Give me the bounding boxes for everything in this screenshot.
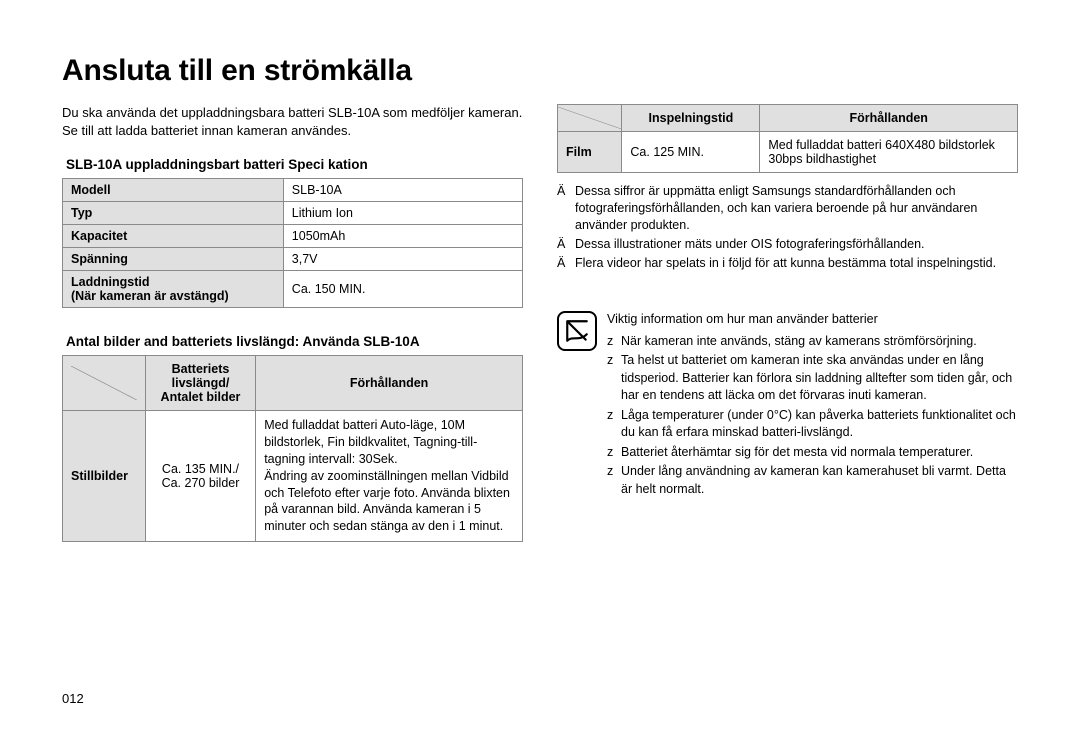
note-icon <box>557 311 597 351</box>
spec-label: Laddningstid (När kameran är avstängd) <box>63 271 284 308</box>
col-header: Inspelningstid <box>622 105 760 132</box>
table-header-row: Batteriets livslängd/ Antalet bilder För… <box>63 356 523 411</box>
footnote-list: Dessa siffror är uppmätta enligt Samsung… <box>557 183 1018 271</box>
two-column-layout: Du ska använda det uppladdningsbara batt… <box>62 104 1018 542</box>
battery-spec-table: Modell SLB-10A Typ Lithium Ion Kapacitet… <box>62 178 523 308</box>
table-row: Laddningstid (När kameran är avstängd) C… <box>63 271 523 308</box>
col-header: Batteriets livslängd/ Antalet bilder <box>145 356 255 411</box>
table-row: Film Ca. 125 MIN. Med fulladdat batteri … <box>558 132 1018 173</box>
battery-life-value: Ca. 135 MIN./ Ca. 270 bilder <box>145 411 255 542</box>
info-bullet: Ta helst ut batteriet om kameran inte sk… <box>607 352 1018 405</box>
info-note-text: Viktig information om hur man använder b… <box>607 311 1018 500</box>
info-bullet: Under lång användning av kameran kan kam… <box>607 463 1018 498</box>
diagonal-header-cell <box>558 105 622 132</box>
info-bullet: När kameran inte används, stäng av kamer… <box>607 333 1018 351</box>
conditions-cell: Med fulladdat batteri 640X480 bildstorle… <box>760 132 1018 173</box>
left-column: Du ska använda det uppladdningsbara batt… <box>62 104 523 542</box>
table-row: Typ Lithium Ion <box>63 202 523 225</box>
spec-value: Ca. 150 MIN. <box>283 271 522 308</box>
info-bullet-list: När kameran inte används, stäng av kamer… <box>607 333 1018 499</box>
col-header: Förhållanden <box>256 356 523 411</box>
spec-heading: SLB-10A uppladdningsbart batteri Speci k… <box>62 157 523 172</box>
table-row: Modell SLB-10A <box>63 179 523 202</box>
life-heading: Antal bilder and batteriets livslängd: A… <box>62 334 523 349</box>
conditions-cell: Med fulladdat batteri Auto-läge, 10M bil… <box>256 411 523 542</box>
spec-label: Modell <box>63 179 284 202</box>
page-number: 012 <box>62 691 84 706</box>
spec-label: Typ <box>63 202 284 225</box>
row-header: Stillbilder <box>63 411 146 542</box>
spec-value: Lithium Ion <box>283 202 522 225</box>
info-bullet: Batteriet återhämtar sig för det mesta v… <box>607 444 1018 462</box>
right-column: Inspelningstid Förhållanden Film Ca. 125… <box>557 104 1018 542</box>
diagonal-header-cell <box>63 356 146 411</box>
film-recording-table: Inspelningstid Förhållanden Film Ca. 125… <box>557 104 1018 173</box>
footnote-item: Dessa illustrationer mäts under OIS foto… <box>557 236 1018 253</box>
info-bullet: Låga temperaturer (under 0°C) kan påverk… <box>607 407 1018 442</box>
spec-value: 1050mAh <box>283 225 522 248</box>
table-row: Stillbilder Ca. 135 MIN./ Ca. 270 bilder… <box>63 411 523 542</box>
spec-value: 3,7V <box>283 248 522 271</box>
recording-time-value: Ca. 125 MIN. <box>622 132 760 173</box>
table-row: Kapacitet 1050mAh <box>63 225 523 248</box>
table-row: Spänning 3,7V <box>63 248 523 271</box>
spec-value: SLB-10A <box>283 179 522 202</box>
manual-page: Ansluta till en strömkälla Du ska använd… <box>0 0 1080 746</box>
table-header-row: Inspelningstid Förhållanden <box>558 105 1018 132</box>
spec-label: Spänning <box>63 248 284 271</box>
info-note-box: Viktig information om hur man använder b… <box>557 311 1018 500</box>
intro-paragraph: Du ska använda det uppladdningsbara batt… <box>62 104 523 139</box>
row-header: Film <box>558 132 622 173</box>
footnote-item: Flera videor har spelats in i följd för … <box>557 255 1018 272</box>
battery-life-table: Batteriets livslängd/ Antalet bilder För… <box>62 355 523 542</box>
page-title: Ansluta till en strömkälla <box>62 54 1018 88</box>
col-header: Förhållanden <box>760 105 1018 132</box>
footnote-item: Dessa siffror är uppmätta enligt Samsung… <box>557 183 1018 234</box>
spec-label: Kapacitet <box>63 225 284 248</box>
info-lead: Viktig information om hur man använder b… <box>607 311 1018 329</box>
